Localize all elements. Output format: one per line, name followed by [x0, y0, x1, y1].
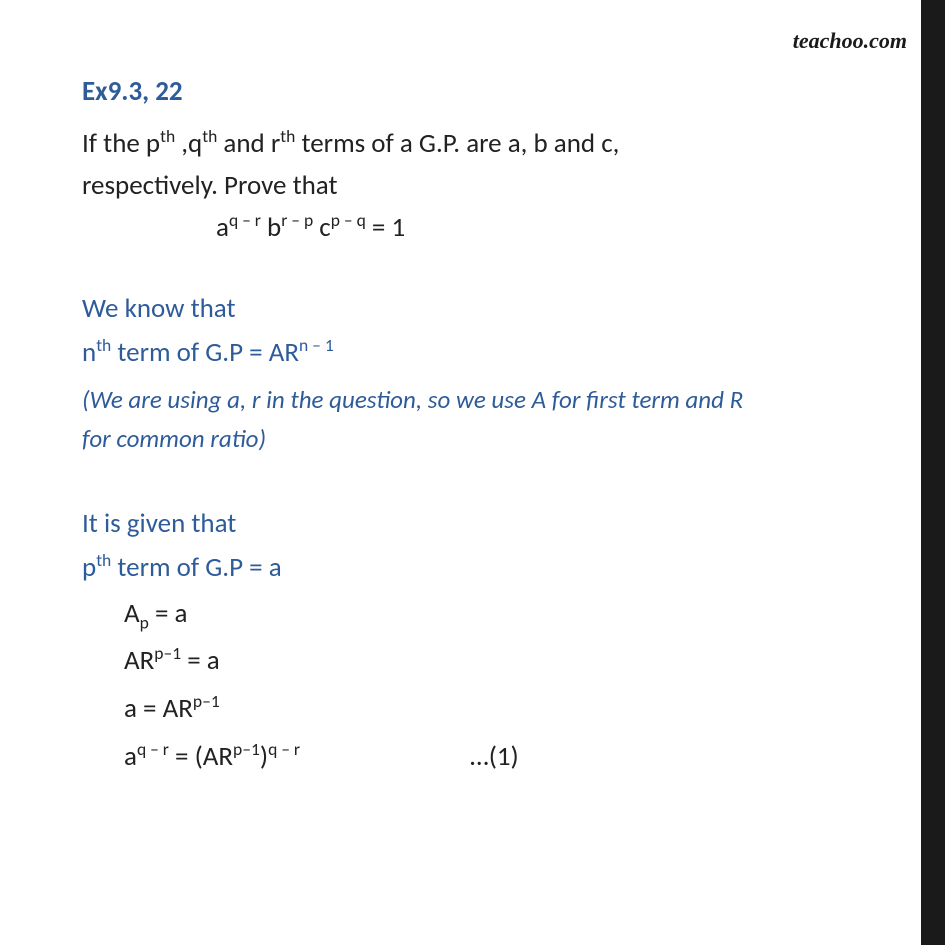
it-is-given: It is given that	[82, 503, 862, 545]
m2-pre: AR	[124, 644, 154, 677]
m1-post: = a	[149, 597, 188, 630]
question-line-1: If the pth ,qth and rth terms of a G.P. …	[82, 123, 862, 165]
main-content: Ex9.3, 22 If the pth ,qth and rth terms …	[82, 75, 862, 782]
eq-a: a	[216, 211, 229, 244]
m4-close: )	[260, 740, 268, 773]
m4-pre: a	[124, 740, 137, 773]
m1-sub: p	[140, 611, 149, 633]
note-l1: (We are using a, r in the question, so w…	[82, 381, 862, 420]
nth-term-formula: nth term of G.P = ARn – 1	[82, 332, 862, 374]
q-text: terms of a G.P. are a, b and c,	[295, 127, 619, 160]
equation-ref: …(1)	[470, 734, 519, 780]
eq-exp2: r – p	[281, 209, 313, 231]
m3-exp: p–1	[193, 690, 220, 712]
m4-mid: = (AR	[169, 740, 233, 773]
math-line-4: aq – r = (ARp–1)q – r…(1)	[124, 734, 862, 780]
sup-th: th	[280, 125, 295, 147]
q-text: ,q	[175, 127, 202, 160]
equation-to-prove: aq – r br – p cp – q = 1	[216, 211, 862, 244]
m4-exp3: q – r	[268, 738, 300, 760]
m4-exp1: q – r	[137, 738, 169, 760]
nth-exp: n – 1	[299, 334, 334, 356]
pth-post: term of G.P = a	[111, 551, 281, 584]
m2-post: = a	[181, 644, 220, 677]
notation-note: (We are using a, r in the question, so w…	[82, 381, 862, 459]
q-text: and r	[217, 127, 280, 160]
m1-pre: A	[124, 597, 140, 630]
eq-b: b	[261, 211, 281, 244]
m3-pre: a = AR	[124, 692, 193, 725]
sup-th: th	[96, 334, 111, 356]
nth-pre: n	[82, 336, 96, 369]
sup-th: th	[202, 125, 217, 147]
m2-exp: p–1	[154, 642, 181, 664]
question-line-2: respectively. Prove that	[82, 165, 862, 207]
note-l2: for common ratio)	[82, 420, 862, 459]
math-line-1: Ap = a	[124, 591, 862, 637]
watermark: teachoo.com	[793, 28, 907, 54]
m4-exp2: p–1	[233, 738, 260, 760]
pth-pre: p	[82, 551, 96, 584]
eq-tail: = 1	[366, 211, 405, 244]
sup-th: th	[96, 549, 111, 571]
we-know-that: We know that	[82, 288, 862, 330]
math-line-2: ARp–1 = a	[124, 638, 862, 684]
q-text: If the p	[82, 127, 160, 160]
eq-exp1: q – r	[229, 209, 261, 231]
exercise-heading: Ex9.3, 22	[82, 75, 862, 108]
pth-term-line: pth term of G.P = a	[82, 547, 862, 589]
nth-post: term of G.P = AR	[111, 336, 299, 369]
eq-c: c	[313, 211, 331, 244]
eq-exp3: p – q	[331, 209, 366, 231]
right-sidebar	[921, 0, 945, 945]
math-line-3: a = ARp–1	[124, 686, 862, 732]
sup-th: th	[160, 125, 175, 147]
